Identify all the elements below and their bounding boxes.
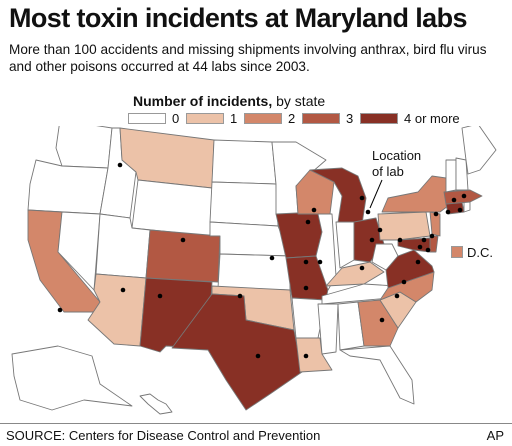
state-OR	[27, 159, 109, 215]
state-NH	[455, 157, 469, 191]
legend-label-3: 3	[346, 111, 354, 126]
state-TX	[171, 293, 303, 411]
lab-dot	[421, 237, 427, 243]
legend-label-0: 0	[172, 111, 180, 126]
legend-swatch-4	[360, 113, 398, 124]
state-KY	[325, 261, 385, 287]
lab-dot	[57, 307, 63, 313]
footer-divider	[0, 423, 512, 424]
map-title: Most toxin incidents at Maryland labs	[9, 3, 467, 33]
state-MS	[317, 303, 339, 355]
location-of-lab-label: Location of lab	[372, 148, 422, 179]
legend-label-1: 1	[230, 111, 238, 126]
lab-dot	[157, 293, 163, 299]
lab-dot	[237, 293, 243, 299]
lab-dot	[303, 353, 309, 359]
lab-dot	[394, 293, 400, 299]
lab-dot	[359, 265, 365, 271]
lab-dot	[445, 209, 451, 215]
lab-dot	[117, 162, 123, 168]
state-GA	[357, 299, 399, 347]
legend-title: Number of incidents, by state	[133, 93, 325, 109]
legend-swatch-0	[128, 113, 166, 124]
state-HI	[139, 393, 173, 415]
lab-dot	[365, 209, 371, 215]
source-credit: SOURCE: Centers for Disease Control and …	[6, 428, 321, 443]
state-ND	[211, 139, 277, 185]
state-RI	[463, 201, 471, 213]
map-subtitle: More than 100 accidents and missing ship…	[9, 42, 487, 74]
state-NY	[381, 175, 449, 213]
state-DE	[429, 235, 439, 253]
location-pointer	[369, 179, 383, 209]
lab-dot	[255, 353, 261, 359]
state-IN	[335, 221, 355, 269]
lab-dot	[377, 227, 383, 233]
state-PA	[377, 211, 431, 241]
lab-dot	[457, 207, 463, 213]
state-AZ	[87, 273, 147, 347]
state-LA	[295, 337, 333, 373]
lab-dot	[180, 237, 186, 243]
state-SD	[209, 181, 279, 227]
lab-dot	[359, 195, 365, 201]
state-IL	[315, 213, 337, 291]
lab-dot	[401, 279, 407, 285]
legend-title-bold: Number of incidents,	[133, 93, 273, 109]
legend-swatch-1	[186, 113, 224, 124]
lab-dot	[379, 317, 385, 323]
legend-label-2: 2	[288, 111, 296, 126]
lab-dot	[461, 193, 467, 199]
lab-dot	[311, 207, 317, 213]
lab-dot	[397, 237, 403, 243]
state-AK	[11, 345, 133, 411]
state-NE	[209, 221, 291, 257]
legend-title-rest: by state	[272, 93, 326, 109]
lab-dot	[417, 244, 423, 250]
legend-swatch-2	[244, 113, 282, 124]
lab-dot	[120, 287, 126, 293]
lab-dot	[425, 247, 431, 253]
state-VT	[445, 159, 457, 193]
state-FL	[339, 345, 415, 405]
dc-swatch	[451, 246, 463, 258]
us-map	[11, 126, 497, 415]
state-WY	[131, 179, 213, 237]
legend-swatch-3	[302, 113, 340, 124]
lab-dot	[429, 233, 435, 239]
state-ME	[461, 126, 497, 175]
lab-dot	[303, 285, 309, 291]
lab-dot	[415, 259, 421, 265]
lab-dot	[269, 255, 275, 261]
lab-dot	[433, 211, 439, 217]
state-KS	[217, 253, 291, 291]
agency-credit: AP	[486, 428, 504, 443]
lab-dot	[305, 219, 311, 225]
lab-dot	[369, 237, 375, 243]
legend-label-4: 4 or more	[404, 111, 460, 126]
lab-dot	[317, 259, 323, 265]
dc-label: D.C.	[467, 245, 493, 260]
state-WA	[55, 126, 113, 169]
state-VA	[385, 249, 435, 289]
lab-dot	[303, 259, 309, 265]
lab-dot	[451, 197, 457, 203]
